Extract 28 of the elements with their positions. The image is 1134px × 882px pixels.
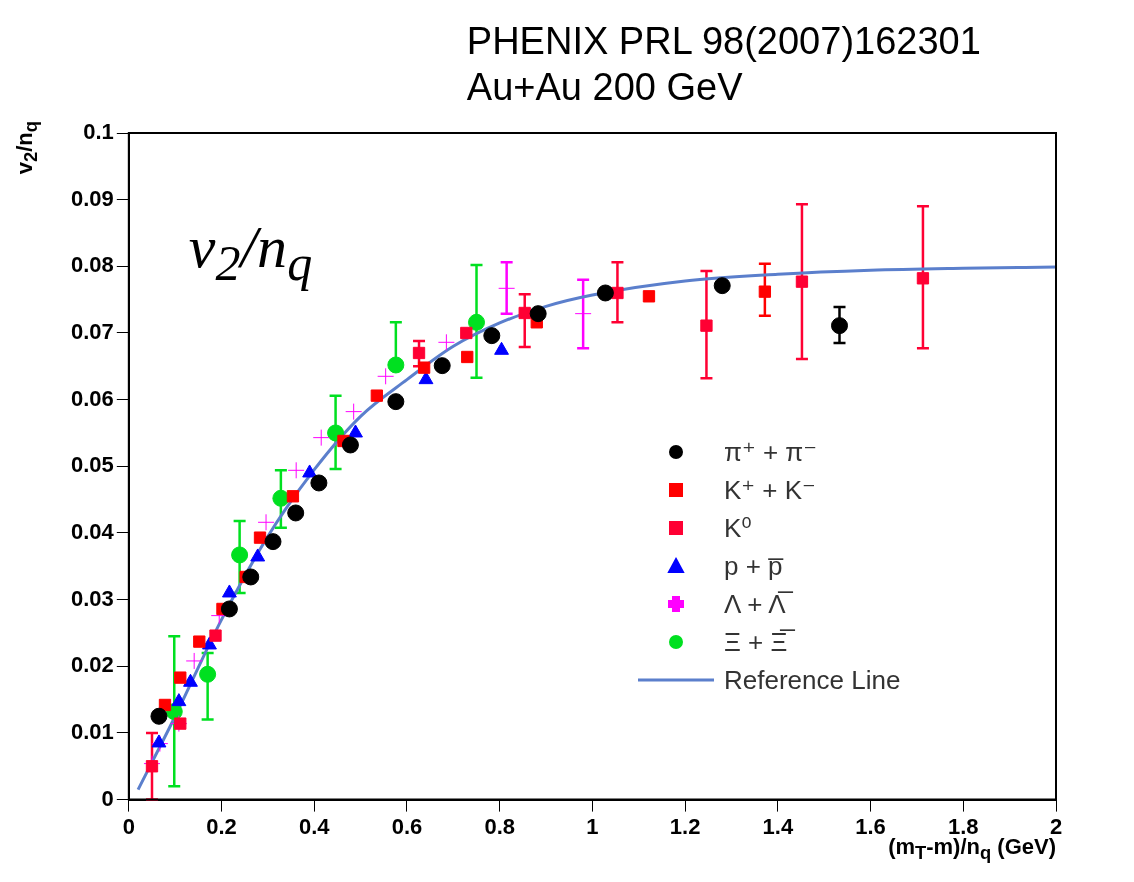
y-tick-label: 0.03 xyxy=(70,585,114,611)
annotation: v$_{2}$/n$_{q}$ xyxy=(188,213,313,292)
chart-title: PHENIX PRL 98(2007)162301 xyxy=(466,20,981,63)
legend-label: π⁺ + π⁻ xyxy=(724,435,817,469)
y-tick-label: 0 xyxy=(101,785,114,811)
legend-label: p + p̅ xyxy=(724,549,783,583)
y-tick-label: 0.09 xyxy=(70,185,114,211)
y-tick-label: 0.02 xyxy=(70,652,114,678)
x-tick-label: 0.6 xyxy=(391,813,423,839)
y-tick-label: 0.01 xyxy=(70,719,114,744)
x-tick-label: 1.4 xyxy=(762,813,794,839)
y-tick-label: 0.1 xyxy=(83,119,114,145)
x-tick-label: 0 xyxy=(122,813,135,839)
y-tick-label: 0.06 xyxy=(70,385,114,411)
legend-label: K⁰ xyxy=(724,511,752,545)
legend-label: K⁺ + K⁻ xyxy=(724,473,816,507)
legend-label: Reference Line xyxy=(724,663,901,697)
y-tick-label: 0.04 xyxy=(70,519,115,545)
chart-subtitle: Au+Au 200 GeV xyxy=(466,66,743,109)
x-tick-label: 1 xyxy=(586,813,599,839)
x-tick-label: 0.4 xyxy=(298,813,331,839)
x-tick-label: 0.2 xyxy=(206,813,237,839)
y-tick-label: 0.08 xyxy=(70,252,114,278)
y-tick-label: 0.05 xyxy=(70,452,114,478)
y-tick-label: 0.07 xyxy=(70,319,114,345)
x-tick-label: 1.6 xyxy=(855,813,886,839)
x-tick-label: 0.8 xyxy=(484,813,515,839)
x-tick-label: 1.2 xyxy=(669,813,701,839)
